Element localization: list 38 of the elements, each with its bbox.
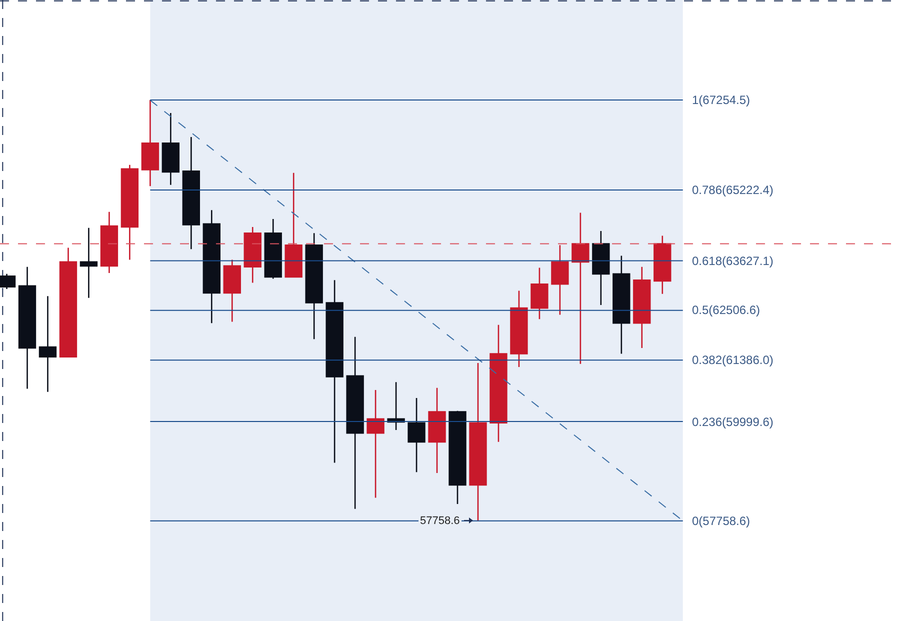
candlestick: [551, 244, 569, 316]
candlestick: [223, 259, 241, 322]
candlestick: [100, 211, 118, 274]
annotation: 57758.6: [420, 515, 460, 527]
candlestick: [490, 324, 508, 443]
ref-line-label: 1(67254.5): [692, 93, 750, 107]
candlestick: [244, 226, 262, 284]
candlestick: [326, 279, 344, 464]
candlestick: [510, 290, 528, 368]
ref-line-label: 0.618(63627.1): [692, 254, 774, 268]
candlestick: [182, 136, 200, 250]
candlestick: [120, 164, 139, 260]
ref-line-label: 0.786(65222.4): [692, 183, 774, 197]
candlestick: [18, 266, 36, 390]
candlestick: [633, 266, 651, 349]
candlestick: [572, 212, 590, 365]
candlestick: [38, 295, 57, 392]
ref-line-label: 0(57758.6): [692, 514, 750, 528]
candlestick: [141, 99, 160, 187]
candlestick: [59, 247, 78, 358]
candlestick: [80, 227, 98, 299]
candlestick: [202, 209, 220, 324]
candlestick: [408, 397, 426, 473]
ref-line-label: 0.236(59999.6): [692, 415, 774, 429]
candlestick: [654, 235, 672, 295]
ref-line-label: 0.5(62506.6): [692, 303, 760, 317]
candlestick: [592, 230, 610, 306]
candlestick: [162, 112, 180, 186]
candlestick: [284, 172, 302, 278]
candlestick: [346, 336, 364, 510]
candlestick: [264, 218, 282, 280]
candlestick: [366, 389, 384, 498]
candlestick: [305, 232, 323, 340]
ref-line-label: 0.382(61386.0): [692, 353, 774, 367]
candlestick: [448, 410, 466, 505]
candlestick: [428, 387, 446, 474]
candlestick: [530, 267, 548, 320]
candlestick: [612, 255, 630, 354]
